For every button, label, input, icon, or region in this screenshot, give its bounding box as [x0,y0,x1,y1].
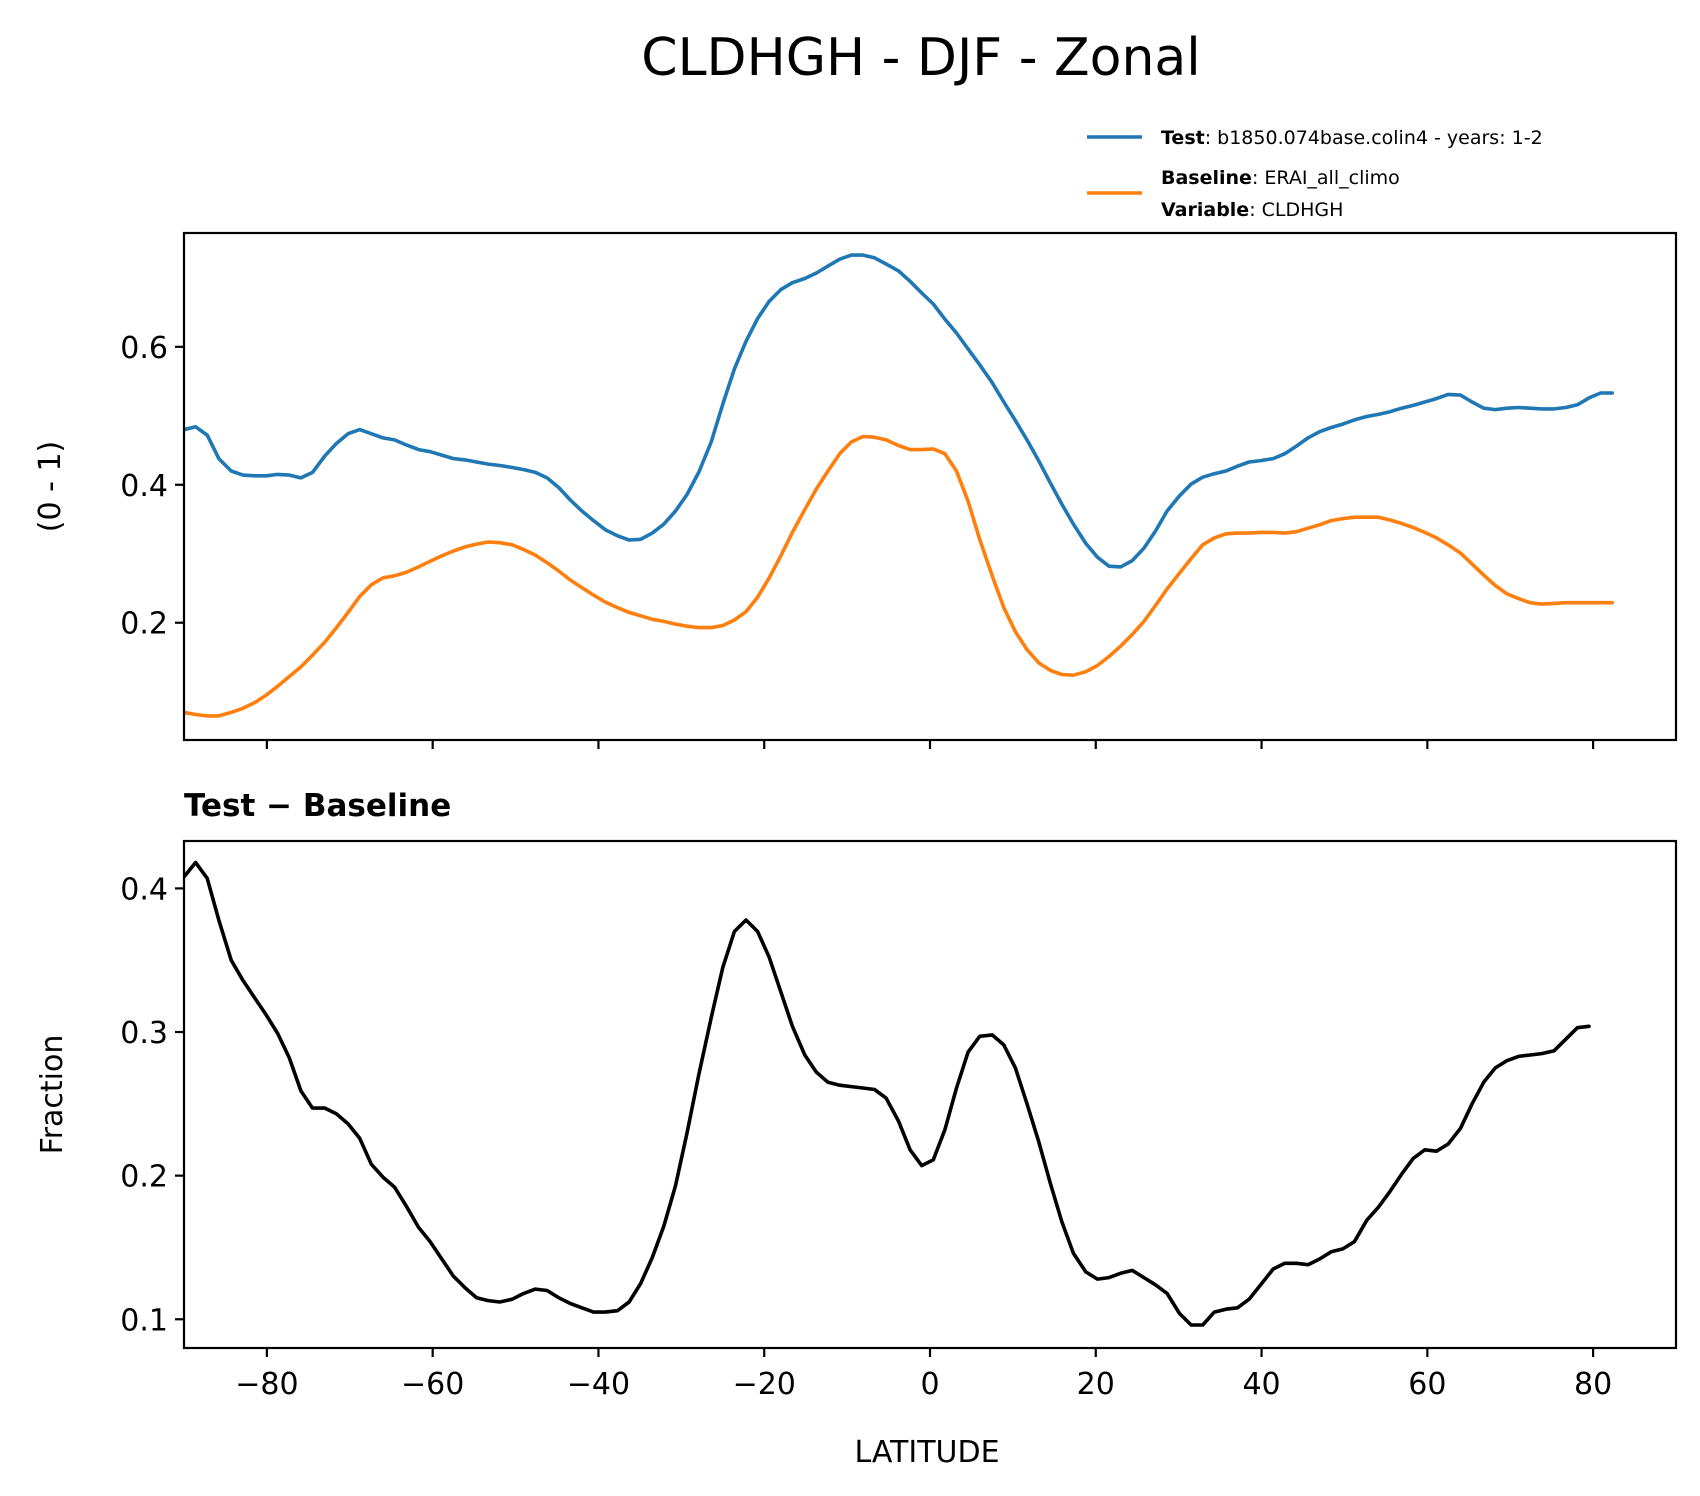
bottom-y-tick-label: 0.4 [120,872,168,907]
bottom-panel-subtitle: Test − Baseline [184,788,451,824]
top-panel: 0.2 0.4 0.6 (0 - 1) [33,231,1678,749]
legend: Test: b1850.074base.colin4 - years: 1-2 B… [1087,127,1543,221]
legend-entry-value: : CLDHGH [1249,199,1343,221]
legend-entry-text: Variable: CLDHGH [1161,199,1343,221]
top-plot-frame [182,231,1678,742]
x-tick-label: −60 [401,1367,464,1402]
x-axis-label: LATITUDE [854,1435,999,1470]
bottom-y-tick-label: 0.2 [120,1160,168,1195]
x-tick-label: −20 [733,1367,796,1402]
top-y-axis-label: (0 - 1) [33,441,68,532]
legend-entry-key: Test [1161,127,1205,149]
x-tick-label: 80 [1574,1367,1612,1402]
x-tick-label: −80 [235,1367,298,1402]
bottom-y-axis-label: Fraction [35,1035,70,1155]
bottom-series-test-baseline [184,860,1591,1327]
legend-entry-value: : b1850.074base.colin4 - years: 1-2 [1205,127,1543,149]
top-y-tick-label: 0.6 [120,331,168,366]
x-tick-label: 0 [920,1367,939,1402]
top-series-baseline [184,434,1614,718]
legend-entry-text: Test: b1850.074base.colin4 - years: 1-2 [1161,127,1543,149]
x-tick-label: 40 [1242,1367,1280,1402]
legend-entry-value: : ERAI_all_climo [1252,167,1400,189]
bottom-plot-frame [182,839,1678,1350]
top-y-tick-label: 0.2 [120,607,168,642]
legend-entry-key: Baseline [1161,167,1252,189]
bottom-panel: 0.1 0.2 0.3 0.4 −80 −60 −40 −20 0 20 40 60 80 Fractio… [35,788,1678,1402]
bottom-y-tick-label: 0.1 [120,1303,168,1338]
top-series-test [184,253,1614,569]
x-tick-label: 20 [1077,1367,1115,1402]
legend-entry-key: Variable [1161,199,1249,221]
bottom-y-tick-label: 0.3 [120,1016,168,1051]
x-tick-label: −40 [567,1367,630,1402]
x-tick-label: 60 [1408,1367,1446,1402]
top-y-tick-label: 0.4 [120,469,168,504]
legend-entry-text: Baseline: ERAI_all_climo [1161,167,1400,189]
chart-title: CLDHGH - DJF - Zonal [641,28,1200,88]
